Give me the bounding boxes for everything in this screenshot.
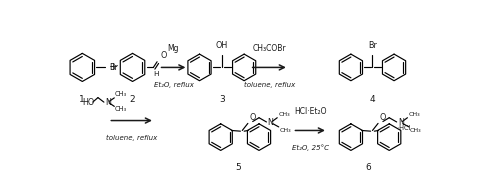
Text: toluene, reflux: toluene, reflux bbox=[106, 135, 157, 141]
Text: 4: 4 bbox=[370, 95, 375, 104]
Text: Et₂O, 25°C: Et₂O, 25°C bbox=[292, 145, 329, 151]
Text: 5: 5 bbox=[235, 163, 240, 172]
Text: Br: Br bbox=[368, 41, 377, 50]
Text: CH₃: CH₃ bbox=[115, 91, 127, 97]
Text: N: N bbox=[398, 118, 404, 127]
Text: N: N bbox=[267, 118, 274, 127]
Text: O: O bbox=[160, 51, 167, 60]
Text: Mg: Mg bbox=[168, 44, 179, 53]
Text: +: + bbox=[108, 62, 118, 72]
Text: H: H bbox=[154, 71, 159, 77]
Text: toluene, reflux: toluene, reflux bbox=[244, 82, 295, 88]
Text: O: O bbox=[250, 113, 256, 122]
Text: 3: 3 bbox=[219, 95, 225, 104]
Text: 1: 1 bbox=[80, 95, 85, 104]
Text: HO: HO bbox=[83, 98, 95, 107]
Text: CH₃COBr: CH₃COBr bbox=[252, 44, 286, 53]
Text: OH: OH bbox=[216, 41, 228, 50]
Text: CH₃: CH₃ bbox=[279, 112, 290, 117]
Text: 2: 2 bbox=[130, 95, 135, 104]
Text: CH₃: CH₃ bbox=[410, 128, 421, 133]
Text: Br: Br bbox=[109, 63, 119, 72]
Text: N: N bbox=[106, 98, 111, 107]
Text: CH₃: CH₃ bbox=[409, 112, 420, 117]
Text: CH₃: CH₃ bbox=[114, 106, 126, 112]
Text: Et₂O, reflux: Et₂O, reflux bbox=[154, 82, 193, 88]
Text: ·HCl: ·HCl bbox=[398, 125, 411, 131]
Text: O: O bbox=[380, 113, 386, 122]
Text: HCl·Et₂O: HCl·Et₂O bbox=[294, 107, 326, 116]
Text: CH₃: CH₃ bbox=[279, 128, 291, 133]
Text: 6: 6 bbox=[365, 163, 371, 172]
